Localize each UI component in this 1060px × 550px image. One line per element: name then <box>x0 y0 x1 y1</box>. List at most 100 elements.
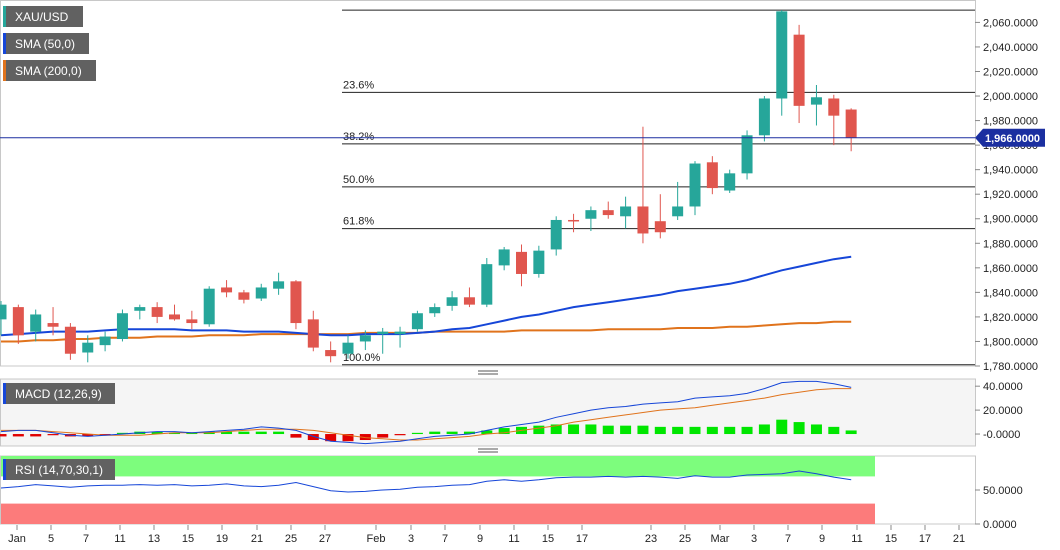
macd-legend[interactable]: MACD (12,26,9) <box>3 383 115 404</box>
candle[interactable] <box>568 213 580 233</box>
macd-histogram-bar <box>359 434 371 441</box>
price-pane[interactable]: 2,060.0000 2,040.0000 2,020.0000 2,000.0000… <box>0 0 1045 375</box>
macd-histogram-bar <box>446 431 458 435</box>
legend-label: XAU/USD <box>15 10 69 24</box>
candle[interactable] <box>203 286 215 327</box>
macd-pane[interactable]: 40.0000 20.0000 -0.0000 MACD (12,26,9) <box>0 378 1023 453</box>
candle[interactable] <box>637 126 649 244</box>
candle[interactable] <box>706 156 718 195</box>
candle[interactable] <box>793 24 805 124</box>
candle[interactable] <box>689 161 701 216</box>
candle[interactable] <box>533 245 545 278</box>
candle-body <box>637 206 649 234</box>
candle[interactable] <box>828 94 840 146</box>
overbought-zone <box>1 456 875 477</box>
candle[interactable] <box>550 216 562 256</box>
candle-body <box>620 206 632 217</box>
x-tick-label: 15 <box>182 533 194 545</box>
candle[interactable] <box>186 310 198 330</box>
y-tick-label: 1,980.0000 <box>983 116 1038 128</box>
candle[interactable] <box>221 280 233 298</box>
candle-body <box>516 251 527 274</box>
macd-histogram-bar <box>82 434 94 437</box>
candle[interactable] <box>238 289 250 304</box>
pane-resize-handle[interactable] <box>478 370 498 375</box>
candle[interactable] <box>481 258 493 308</box>
price-pane-frame <box>0 0 976 367</box>
candle[interactable] <box>498 246 510 271</box>
macd-histogram-bar <box>568 424 580 435</box>
rsi-legend[interactable]: RSI (14,70,30,1) <box>3 459 115 480</box>
candle[interactable] <box>116 309 128 342</box>
candle[interactable] <box>64 323 76 360</box>
candle-body <box>828 98 840 116</box>
candle[interactable] <box>307 310 319 352</box>
candle[interactable] <box>30 309 42 342</box>
candle[interactable] <box>429 303 441 317</box>
fib-label: 50.0% <box>343 174 374 186</box>
candle[interactable] <box>810 84 822 126</box>
candle[interactable] <box>620 196 632 229</box>
legend-box <box>3 6 83 27</box>
y-tick-label: 2,060.0000 <box>983 17 1038 29</box>
macd-histogram-bar <box>810 424 822 435</box>
candle[interactable] <box>134 304 146 320</box>
candle[interactable] <box>394 326 406 348</box>
x-tick-label: 25 <box>679 533 691 545</box>
macd-histogram-bar <box>342 434 354 442</box>
rsi-pane[interactable]: 50.0000 0.0000 RSI (14,70,30,1) <box>0 455 1023 531</box>
candle[interactable] <box>255 283 267 301</box>
candle[interactable] <box>516 244 527 287</box>
pane-resize-handle-2[interactable] <box>478 448 498 453</box>
candle[interactable] <box>0 300 7 336</box>
candle[interactable] <box>342 335 354 359</box>
candle[interactable] <box>845 108 857 152</box>
candle[interactable] <box>602 201 614 219</box>
macd-histogram-bar <box>307 434 319 441</box>
candle[interactable] <box>776 10 788 116</box>
y-tick-label: 1,920.0000 <box>983 189 1038 201</box>
candle[interactable] <box>741 130 753 180</box>
x-tick-label: 23 <box>645 533 657 545</box>
x-tick-label: 11 <box>851 533 862 545</box>
macd-histogram-bar <box>186 432 198 435</box>
candle[interactable] <box>672 181 684 220</box>
candle[interactable] <box>377 327 389 354</box>
symbol-label[interactable]: XAU/USD <box>3 6 83 27</box>
candle[interactable] <box>325 341 337 363</box>
candle[interactable] <box>446 291 458 311</box>
candle[interactable] <box>169 304 180 321</box>
candle[interactable] <box>463 287 475 308</box>
y-tick-label: 1,940.0000 <box>983 165 1038 177</box>
sma200-legend[interactable]: SMA (200,0) <box>3 60 96 81</box>
candle-body <box>325 350 337 357</box>
candle[interactable] <box>585 206 597 232</box>
macd-histogram-bar <box>654 426 666 435</box>
macd-histogram-bar <box>429 431 441 435</box>
candle-body <box>82 342 94 353</box>
sma50-legend[interactable]: SMA (50,0) <box>3 33 89 54</box>
candle[interactable] <box>99 331 111 352</box>
candle[interactable] <box>12 304 24 344</box>
candle[interactable] <box>411 310 423 332</box>
candle[interactable] <box>359 330 371 351</box>
candle-body <box>741 135 753 174</box>
candle[interactable] <box>47 307 59 336</box>
macd-histogram-bar <box>169 432 180 435</box>
candle[interactable] <box>290 280 302 330</box>
macd-histogram-bar <box>706 426 718 435</box>
x-tick-label: 7 <box>83 533 89 545</box>
candle[interactable] <box>82 335 94 363</box>
fib-label: 38.2% <box>343 131 374 143</box>
y-tick-label: 2,020.0000 <box>983 66 1038 78</box>
candle[interactable] <box>724 169 736 193</box>
candle[interactable] <box>758 96 770 142</box>
candle[interactable] <box>151 302 163 324</box>
candle[interactable] <box>273 272 285 295</box>
x-tick-label: 5 <box>48 533 54 545</box>
candle[interactable] <box>654 194 666 239</box>
macd-histogram-bar <box>689 426 701 435</box>
candle-body <box>446 297 458 306</box>
macd-histogram-bar <box>741 426 753 435</box>
